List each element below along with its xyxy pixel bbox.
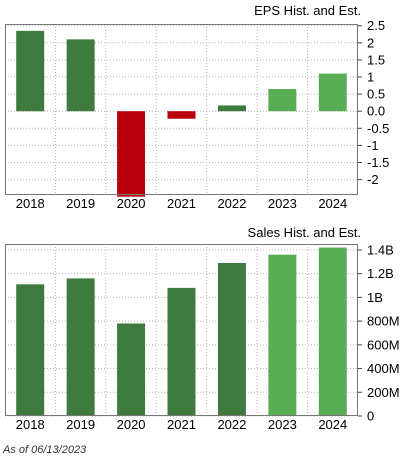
y-tick-label: 1.4B	[367, 242, 394, 257]
bar-2023	[268, 254, 297, 416]
y-tick-label: 800M	[367, 314, 400, 329]
y-tick-label: -1.5	[367, 155, 389, 170]
bar-2019	[66, 278, 95, 416]
bar-2024	[318, 73, 347, 112]
x-tick-label: 2019	[66, 417, 95, 432]
y-tick-label: 0.5	[367, 87, 385, 102]
y-tick-label: 2.5	[367, 18, 385, 33]
y-tick-label: -0.5	[367, 121, 389, 136]
bar-2020	[117, 323, 146, 416]
bar-2019	[66, 39, 95, 112]
bar-2022	[217, 262, 246, 416]
chart-title: EPS Hist. and Est.	[254, 3, 361, 18]
y-tick-label: 2	[367, 35, 374, 50]
y-tick-label: 0	[367, 409, 374, 424]
y-tick-label: 0.0	[367, 104, 385, 119]
y-tick-label: 600M	[367, 337, 400, 352]
chart-title: Sales Hist. and Est.	[248, 225, 361, 240]
plot-area	[5, 24, 358, 195]
bar-2024	[318, 247, 347, 416]
plot-border	[5, 244, 358, 416]
bar-2018	[16, 284, 45, 416]
chart-0: EPS Hist. and Est. 2.5 2 1.5 1 0.5 0.0 -0.5 -1 -1…	[5, 3, 389, 211]
y-tick-label: 1	[367, 70, 374, 85]
x-tick-label: 2023	[268, 417, 297, 432]
x-tick-label: 2019	[66, 196, 95, 211]
x-tick-label: 2018	[16, 196, 45, 211]
as-of-date: As of 06/13/2023	[3, 444, 87, 456]
bar-2022	[217, 105, 246, 112]
y-tick-label: -1	[367, 138, 379, 153]
y-tick-label: 1.2B	[367, 266, 394, 281]
chart-1: Sales Hist. and Est. 1.4B 1.2B 1B 800M 600M 40…	[5, 225, 400, 432]
x-tick-label: 2021	[167, 417, 196, 432]
y-tick-label: -2	[367, 172, 379, 187]
x-tick-label: 2022	[217, 417, 246, 432]
bar-2018	[16, 30, 45, 112]
bar-2020	[117, 111, 146, 197]
x-tick-label: 2022	[217, 196, 246, 211]
x-tick-label: 2024	[318, 417, 347, 432]
bar-2021	[167, 111, 196, 119]
y-tick-label: 1B	[367, 290, 383, 305]
x-tick-label: 2020	[117, 417, 146, 432]
y-tick-label: 200M	[367, 385, 400, 400]
bar-2023	[268, 88, 297, 112]
y-tick-label: 400M	[367, 361, 400, 376]
x-tick-label: 2018	[16, 417, 45, 432]
plot-border	[5, 24, 358, 195]
x-tick-label: 2020	[117, 196, 146, 211]
bar-2021	[167, 287, 196, 416]
x-tick-label: 2023	[268, 196, 297, 211]
x-tick-label: 2021	[167, 196, 196, 211]
x-tick-label: 2024	[318, 196, 347, 211]
y-tick-label: 1.5	[367, 52, 385, 67]
